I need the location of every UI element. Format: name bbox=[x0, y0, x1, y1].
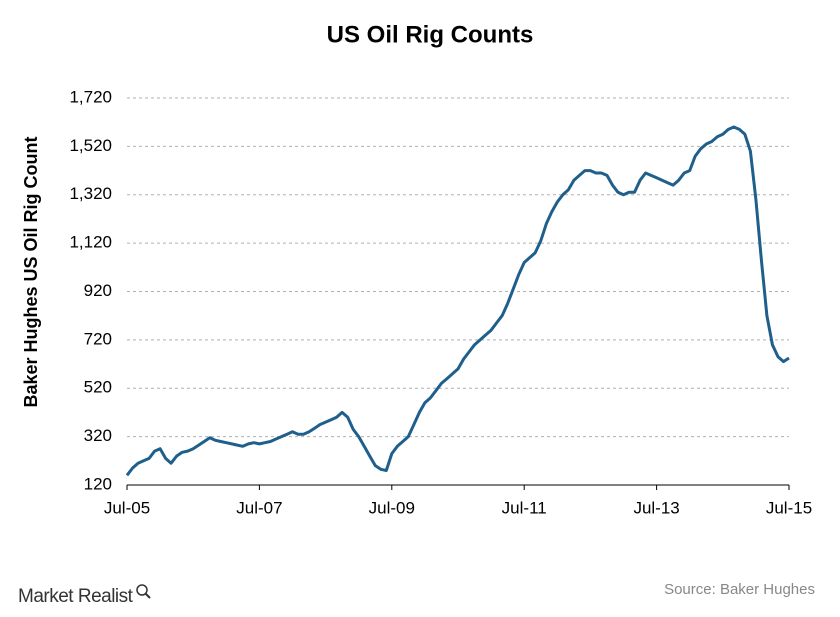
brand: Market Realist bbox=[18, 586, 134, 607]
chart-title: US Oil Rig Counts bbox=[327, 21, 534, 48]
x-tick-label: Jul-13 bbox=[633, 498, 679, 517]
y-tick-label: 320 bbox=[84, 426, 112, 445]
x-tick-label: Jul-15 bbox=[766, 498, 812, 517]
y-tick-label: 920 bbox=[84, 281, 112, 300]
y-tick-label: 120 bbox=[84, 474, 112, 493]
y-tick-label: 520 bbox=[84, 378, 112, 397]
line-series bbox=[125, 125, 790, 477]
y-tick-label: 1,320 bbox=[69, 184, 112, 203]
x-tick-label: Jul-11 bbox=[502, 498, 547, 517]
y-tick-label: 720 bbox=[84, 329, 112, 348]
x-tick-label: Jul-07 bbox=[236, 498, 282, 517]
x-tick-label: Jul-05 bbox=[104, 498, 150, 517]
y-axis-label: Baker Hughes US Oil Rig Count bbox=[21, 136, 41, 407]
brand-icon bbox=[144, 592, 151, 599]
y-tick-label: 1,120 bbox=[69, 233, 112, 252]
brand-icon bbox=[136, 584, 148, 596]
x-tick-label: Jul-09 bbox=[369, 498, 415, 517]
source: Source: Baker Hughes bbox=[664, 581, 815, 598]
y-tick-label: 1,520 bbox=[69, 136, 112, 155]
y-tick-label: 1,720 bbox=[69, 87, 112, 106]
